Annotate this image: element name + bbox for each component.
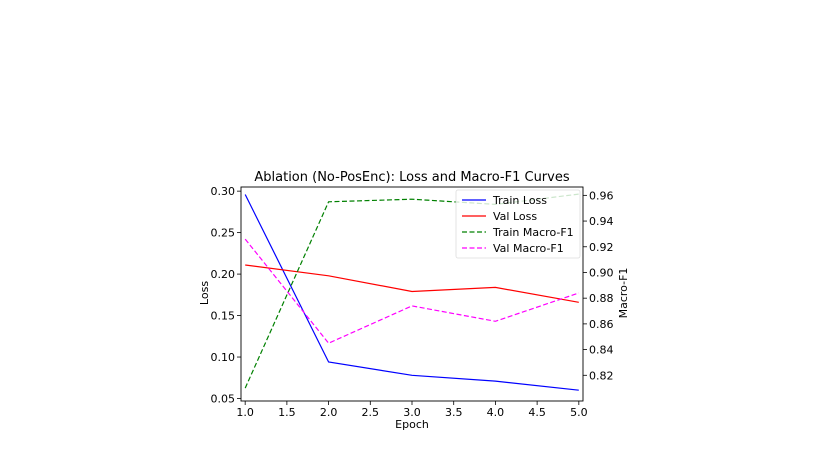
- y-right-tick-label: 0.88: [589, 292, 614, 305]
- x-tick-label: 5.0: [570, 406, 588, 419]
- chart-title: Ablation (No-PosEnc): Loss and Macro-F1 …: [254, 170, 569, 185]
- series-line-val-macro-f1: [244, 238, 579, 344]
- legend-label-val-macro-f1: Val Macro-F1: [493, 242, 564, 255]
- y-left-tick-label: 0.30: [211, 185, 236, 198]
- series-line-train-loss: [244, 194, 579, 391]
- y-right-tick-label: 0.90: [589, 266, 614, 279]
- y-axis-left-label: Loss: [198, 281, 211, 305]
- y-left-tick-label: 0.25: [211, 227, 236, 240]
- x-tick-label: 3.0: [403, 406, 421, 419]
- x-tick-label: 3.5: [445, 406, 463, 419]
- series-line-val-loss: [245, 264, 579, 303]
- y-right-tick-label: 0.94: [589, 215, 614, 228]
- legend-box: [455, 189, 581, 259]
- y-right-tick-label: 0.92: [589, 241, 614, 254]
- y-left-tick-label: 0.05: [211, 393, 236, 406]
- legend-label-val-loss: Val Loss: [493, 210, 537, 223]
- x-tick-label: 1.0: [236, 406, 254, 419]
- y-axis-left: 0.05 0.10 0.15 0.20 0.25 0.30: [211, 185, 241, 406]
- y-left-tick-label: 0.10: [211, 351, 236, 364]
- x-tick-label: 4.5: [528, 406, 546, 419]
- y-right-tick-label: 0.96: [589, 189, 614, 202]
- y-left-tick-label: 0.15: [211, 310, 236, 323]
- y-right-tick-label: 0.84: [589, 344, 614, 357]
- legend-label-train-loss: Train Loss: [492, 194, 547, 207]
- y-left-tick-label: 0.20: [211, 268, 236, 281]
- x-tick-label: 4.0: [487, 406, 505, 419]
- y-axis-right: 0.82 0.84 0.86 0.88 0.90 0.92 0.94 0.96: [583, 189, 614, 382]
- legend: Train Loss Val Loss Train Macro-F1 Val Macr…: [455, 189, 581, 259]
- legend-label-train-macro-f1: Train Macro-F1: [492, 226, 574, 239]
- x-axis-label: Epoch: [395, 418, 429, 431]
- x-axis: 1.0 1.5 2.0 2.5 3.0 3.5 4.0 4.5 5.0: [236, 401, 588, 419]
- y-right-tick-label: 0.86: [589, 318, 614, 331]
- y-axis-right-label: Macro-F1: [617, 268, 630, 319]
- x-tick-label: 2.0: [320, 406, 338, 419]
- x-tick-label: 2.5: [362, 406, 380, 419]
- y-right-tick-label: 0.82: [589, 369, 614, 382]
- x-tick-label: 1.5: [278, 406, 296, 419]
